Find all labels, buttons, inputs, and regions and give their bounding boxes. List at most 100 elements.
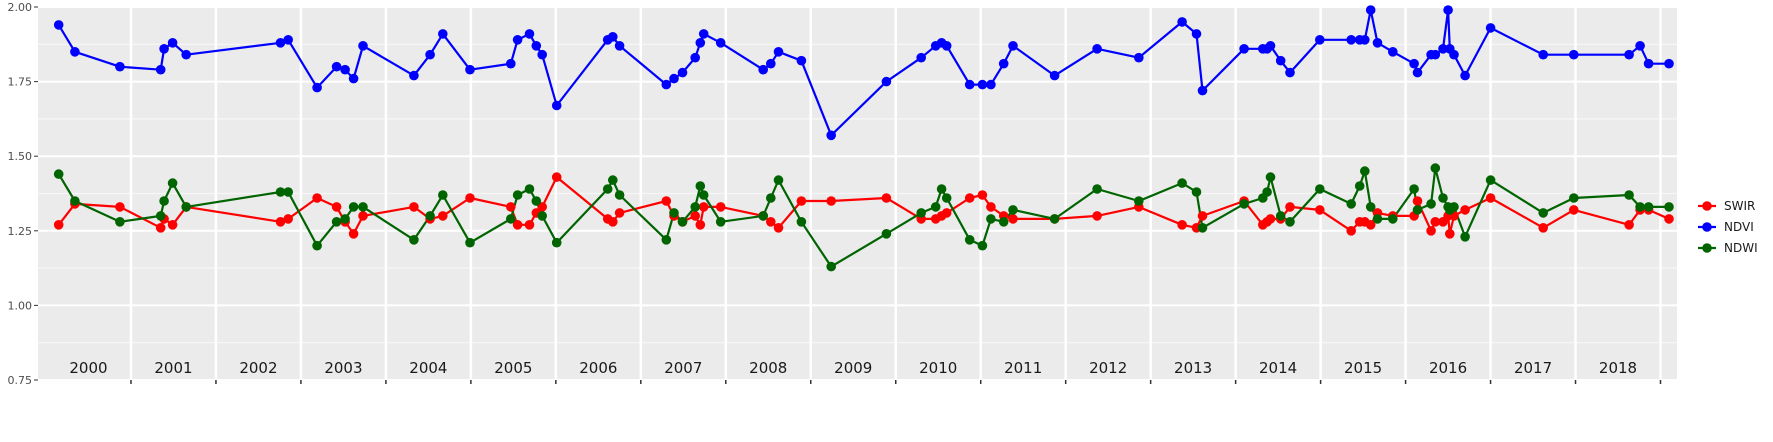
data-point (669, 74, 679, 84)
data-point (1624, 50, 1634, 60)
data-point (716, 217, 726, 227)
data-point (409, 202, 419, 212)
data-point (332, 202, 342, 212)
data-point (986, 80, 996, 90)
data-point (332, 62, 342, 72)
data-point (826, 196, 836, 206)
data-point (797, 217, 807, 227)
data-point (1198, 223, 1208, 233)
data-point (1486, 193, 1496, 203)
data-point (1285, 217, 1295, 227)
year-label: 2008 (749, 359, 787, 377)
data-point (1426, 226, 1436, 236)
data-point (1538, 50, 1548, 60)
data-point (1569, 193, 1579, 203)
data-point (1664, 202, 1674, 212)
data-point (797, 196, 807, 206)
data-point (662, 80, 672, 90)
data-point (766, 217, 776, 227)
y-tick-label: 1.00 (8, 299, 33, 312)
data-point (1177, 17, 1187, 27)
data-point (608, 175, 618, 185)
data-point (916, 53, 926, 63)
data-point (70, 47, 80, 57)
data-point (1644, 59, 1654, 69)
data-point (931, 202, 941, 212)
data-point (1373, 38, 1383, 48)
data-point (696, 181, 706, 191)
data-point (168, 220, 178, 230)
year-label: 2012 (1089, 359, 1127, 377)
data-point (986, 214, 996, 224)
data-point (513, 190, 523, 200)
data-point (916, 208, 926, 218)
data-point (882, 77, 892, 87)
data-point (1008, 41, 1018, 51)
data-point (115, 217, 125, 227)
data-point (774, 175, 784, 185)
data-point (54, 169, 64, 179)
data-point (1266, 41, 1276, 51)
data-point (608, 32, 618, 42)
data-point (1198, 86, 1208, 96)
data-point (1431, 163, 1441, 173)
data-point (358, 41, 368, 51)
data-point (1285, 202, 1295, 212)
data-point (716, 202, 726, 212)
data-point (1092, 184, 1102, 194)
data-point (978, 80, 988, 90)
data-point (965, 80, 975, 90)
data-point (115, 62, 125, 72)
data-point (1008, 205, 1018, 215)
data-point (1538, 208, 1548, 218)
y-tick-label: 1.75 (8, 76, 33, 89)
data-point (615, 41, 625, 51)
data-point (826, 131, 836, 141)
data-point (1266, 214, 1276, 224)
data-point (312, 241, 322, 251)
data-point (1360, 35, 1370, 45)
data-point (465, 238, 475, 248)
data-point (1266, 172, 1276, 182)
data-point (1624, 220, 1634, 230)
data-point (349, 229, 359, 239)
data-point (1413, 205, 1423, 215)
legend-key-point (1702, 243, 1712, 253)
data-point (552, 238, 562, 248)
data-point (54, 20, 64, 30)
data-point (1388, 214, 1398, 224)
year-label: 2011 (1004, 359, 1042, 377)
data-point (1134, 196, 1144, 206)
data-point (1315, 205, 1325, 215)
data-point (978, 241, 988, 251)
data-point (669, 208, 679, 218)
data-point (1409, 184, 1419, 194)
data-point (1315, 35, 1325, 45)
data-point (758, 65, 768, 75)
data-point (615, 208, 625, 218)
data-point (1431, 50, 1441, 60)
data-point (1635, 202, 1645, 212)
year-label: 2014 (1259, 359, 1297, 377)
data-point (349, 202, 359, 212)
data-point (159, 196, 169, 206)
y-tick-label: 1.50 (8, 150, 33, 163)
data-point (1538, 223, 1548, 233)
data-point (1373, 214, 1383, 224)
data-point (1664, 59, 1674, 69)
data-point (537, 50, 547, 60)
data-point (532, 41, 542, 51)
data-point (1092, 211, 1102, 221)
data-point (156, 65, 166, 75)
data-point (159, 44, 169, 54)
data-point (1346, 199, 1356, 209)
data-point (465, 65, 475, 75)
data-point (1438, 193, 1448, 203)
data-point (54, 220, 64, 230)
data-point (937, 184, 947, 194)
data-point (1092, 44, 1102, 54)
legend-label: NDVI (1724, 220, 1754, 234)
data-point (438, 29, 448, 39)
data-point (1366, 5, 1376, 15)
data-point (513, 35, 523, 45)
